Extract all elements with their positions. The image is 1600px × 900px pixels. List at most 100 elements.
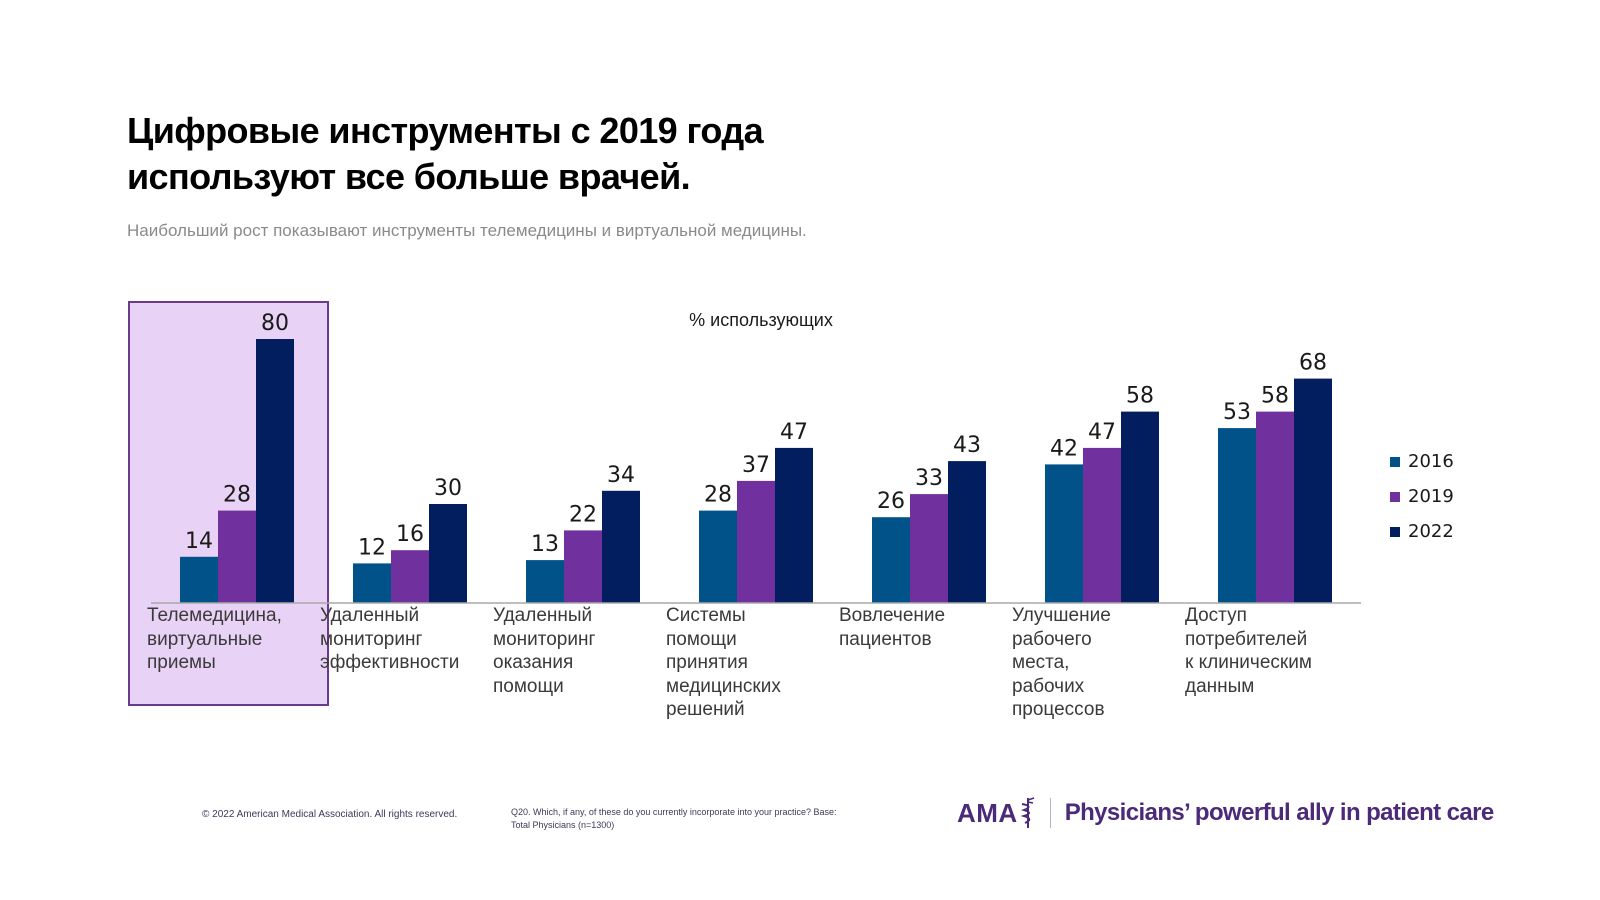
- bar-value-label: 28: [223, 483, 251, 508]
- bar-value-label: 22: [569, 502, 597, 527]
- category-label: Улучшение рабочего места, рабочих процессов: [1012, 604, 1177, 722]
- category-label: Удаленный мониторинг эффективности: [320, 604, 485, 675]
- category-label: Телемедицина, виртуальные приемы: [147, 604, 312, 675]
- brand-divider: [1049, 798, 1051, 828]
- category-label-line: эффективности: [320, 652, 460, 673]
- legend-item-2019: 2019: [1390, 479, 1454, 514]
- bar-value-label: 14: [185, 529, 213, 554]
- legend-label: 2016: [1408, 451, 1454, 472]
- category-label-line: решений: [666, 699, 745, 720]
- bar-2019-cat-2: [564, 530, 602, 603]
- brand-tagline: Physicians’ powerful ally in patient car…: [1064, 799, 1495, 826]
- ama-logo: AMA: [957, 797, 1018, 828]
- bar-2016-cat-4: [872, 517, 910, 603]
- bar-2016-cat-0: [180, 556, 218, 603]
- legend: 2016 2019 2022: [1390, 444, 1454, 549]
- staff-of-asclepius-icon: [1020, 797, 1034, 828]
- bar-2016-cat-5: [1045, 464, 1083, 603]
- bar-2022-cat-2: [602, 490, 640, 603]
- bar-value-label: 30: [434, 476, 462, 501]
- bar-value-label: 58: [1261, 384, 1289, 409]
- category-label-line: Улучшение: [1012, 605, 1111, 626]
- title-line-2: используют все больше врачей.: [127, 156, 691, 197]
- survey-note-line-2: Total Physicians (n=1300): [511, 820, 615, 830]
- axis-title: % использующих: [689, 310, 833, 330]
- legend-item-2016: 2016: [1390, 444, 1454, 479]
- category-label-line: Доступ: [1185, 605, 1247, 626]
- category-label-line: данным: [1185, 675, 1255, 697]
- category-label-line: виртуальные: [147, 628, 263, 650]
- bar-value-label: 80: [261, 311, 289, 336]
- legend-swatch: [1390, 491, 1400, 502]
- bar-value-label: 13: [531, 532, 559, 557]
- bar-2022-cat-6: [1294, 378, 1332, 603]
- bar-value-label: 42: [1050, 436, 1078, 461]
- bar-value-label: 47: [1088, 420, 1116, 445]
- legend-swatch: [1390, 526, 1400, 537]
- bar-value-label: 34: [607, 463, 635, 488]
- title-line-1: Цифровые инструменты с 2019 года: [127, 110, 764, 151]
- bar-2019-cat-0: [218, 510, 256, 603]
- category-label-line: Системы: [666, 605, 746, 626]
- bar-value-label: 68: [1299, 351, 1327, 376]
- category-label-line: Вовлечение: [839, 605, 946, 626]
- bar-value-label: 58: [1126, 384, 1154, 409]
- page-subtitle: Наибольший рост показывают инструменты т…: [127, 221, 807, 240]
- bar-2022-cat-4: [948, 461, 986, 603]
- category-label-line: Удаленный: [493, 605, 593, 626]
- category-label-line: рабочих: [1012, 675, 1085, 697]
- legend-swatch: [1390, 456, 1400, 467]
- survey-note: Q20. Which, if any, of these do you curr…: [511, 806, 911, 832]
- bar-labels-group: 14 28 80 12 16 30 13 22 34 28 37 47 26 33 43 42 47 58 53 58…: [185, 311, 1327, 560]
- survey-note-line-1: Q20. Which, if any, of these do you curr…: [511, 807, 837, 817]
- bar-2016-cat-3: [699, 510, 737, 603]
- category-label-line: потребителей: [1185, 628, 1308, 650]
- category-label-line: рабочего: [1012, 628, 1092, 650]
- bar-2022-cat-3: [775, 447, 813, 603]
- bar-2019-cat-1: [391, 550, 429, 603]
- category-label-line: мониторинг: [320, 628, 423, 650]
- category-label-line: к клиническим: [1185, 652, 1312, 673]
- bar-2019-cat-4: [910, 494, 948, 603]
- category-label-line: места,: [1012, 652, 1070, 673]
- category-label-line: помощи: [666, 628, 737, 650]
- bar-value-label: 16: [396, 522, 424, 547]
- bar-2016-cat-6: [1218, 428, 1256, 603]
- category-label-line: процессов: [1012, 699, 1105, 720]
- bar-2019-cat-5: [1083, 447, 1121, 603]
- bar-value-label: 53: [1223, 400, 1251, 425]
- bar-value-label: 12: [358, 535, 386, 560]
- category-label-line: мониторинг: [493, 628, 596, 650]
- page-title: Цифровые инструменты с 2019 года использ…: [127, 108, 927, 200]
- category-label-line: пациентов: [839, 628, 932, 650]
- legend-label: 2019: [1408, 486, 1454, 507]
- category-label: Системы помощи принятия медицинских решений: [666, 604, 831, 722]
- category-label: Удаленный мониторинг оказания помощи: [493, 604, 658, 698]
- bar-value-label: 47: [780, 420, 808, 445]
- highlight-box: [128, 301, 329, 706]
- category-label: Вовлечение пациентов: [839, 604, 1004, 651]
- category-label-line: Телемедицина,: [147, 605, 282, 626]
- legend-label: 2022: [1408, 521, 1454, 542]
- category-label-line: медицинских: [666, 675, 781, 697]
- category-label-line: помощи: [493, 675, 564, 697]
- category-label: Доступ потребителей к клиническим данным: [1185, 604, 1350, 698]
- bar-value-label: 26: [877, 489, 905, 514]
- bar-2019-cat-3: [737, 480, 775, 603]
- bar-2022-cat-0: [256, 339, 294, 603]
- bars-group: [180, 339, 1332, 603]
- bar-2016-cat-1: [353, 563, 391, 603]
- category-label-line: оказания: [493, 652, 574, 673]
- bar-value-label: 28: [704, 483, 732, 508]
- category-label-line: принятия: [666, 652, 748, 673]
- category-label-line: Удаленный: [320, 605, 420, 626]
- bar-2022-cat-1: [429, 504, 467, 603]
- copyright: © 2022 American Medical Association. All…: [202, 809, 458, 820]
- bar-2022-cat-5: [1121, 411, 1159, 603]
- category-label-line: приемы: [147, 652, 216, 673]
- ama-brand: AMA Physicians’ powerful ally in patient…: [957, 796, 1494, 830]
- legend-item-2022: 2022: [1390, 514, 1454, 549]
- bar-2019-cat-6: [1256, 411, 1294, 603]
- bar-2016-cat-2: [526, 560, 564, 603]
